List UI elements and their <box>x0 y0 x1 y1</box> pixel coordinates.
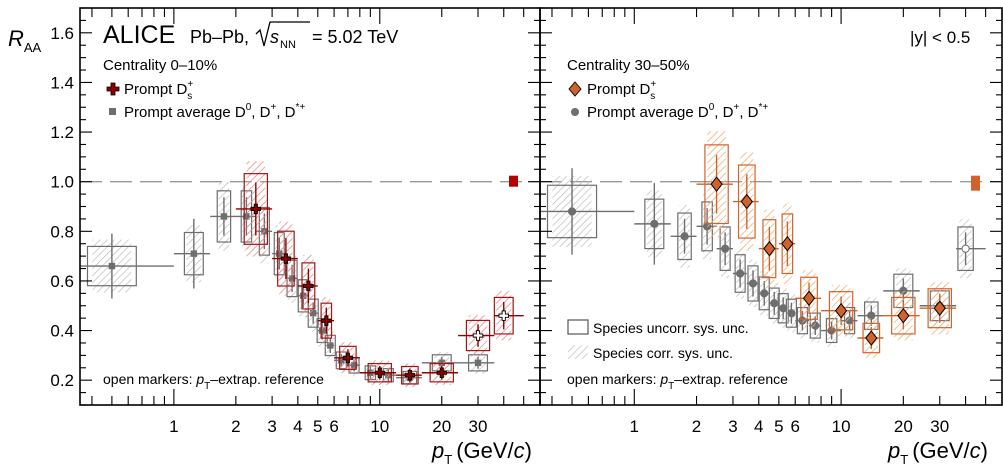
x-tick-label: 6 <box>790 417 799 436</box>
svg-text:Prompt average D0, D+, D*+: Prompt average D0, D+, D*+ <box>587 102 768 121</box>
avg-point <box>787 309 796 318</box>
system-energy-label: Pb–Pb, <box>190 27 249 47</box>
avg-point <box>474 359 482 367</box>
x-tick-label: 3 <box>267 417 276 436</box>
avg-point <box>650 219 659 228</box>
footnote-0: open markers: pT–extrap. reference <box>103 371 324 392</box>
avg-sys-box <box>785 298 797 328</box>
x-tick-label: 1 <box>630 417 639 436</box>
x-tick-label: 5 <box>313 417 322 436</box>
rapidity-label: |y| < 0.5 <box>910 28 970 47</box>
x-tick-label: 10 <box>370 417 389 436</box>
avg-point <box>190 250 198 257</box>
svg-text:Prompt D+s: Prompt D+ s <box>124 79 193 102</box>
svg-text:s: s <box>270 27 279 47</box>
avg-point <box>736 269 745 278</box>
ds-point <box>374 367 386 378</box>
experiment-label: ALICE <box>103 21 175 49</box>
ds-point <box>763 240 776 257</box>
x-tick-label: 4 <box>754 417 763 436</box>
avg-point <box>220 213 228 220</box>
x-axis-title: pT (GeV/c) <box>887 438 988 467</box>
centrality-label-1: Centrality 30–50% <box>567 57 690 74</box>
x-tick-label: 4 <box>293 417 302 436</box>
y-tick-label: 1.6 <box>50 24 74 43</box>
ds-point <box>303 280 314 292</box>
ds-point <box>250 203 262 215</box>
ds-point <box>740 193 753 210</box>
y-tick-label: 0.8 <box>50 222 74 241</box>
svg-text:Species corr. sys. unc.: Species corr. sys. unc. <box>593 345 733 361</box>
legend-ds-semi: Prompt D+ s <box>568 79 656 102</box>
x-tick-label: 6 <box>329 417 338 436</box>
y-axis-title: RAA <box>8 26 42 55</box>
legend-avg-central: Prompt average D0, D+, D*+ <box>109 102 305 121</box>
svg-text:NN: NN <box>280 39 296 51</box>
ds-point <box>802 290 816 307</box>
x-tick-label: 2 <box>231 417 240 436</box>
ds-point <box>404 369 416 381</box>
x-tick-label: 1 <box>169 417 178 436</box>
legend-uncorr-box: Species uncorr. sys. unc. <box>567 319 749 336</box>
svg-text:Species uncorr. sys. unc.: Species uncorr. sys. unc. <box>593 320 749 336</box>
ds-point <box>933 300 946 317</box>
panel-semicentral: 1 2 3 4 5 6 10 20 30 <box>539 7 1003 436</box>
legend-avg-semi: Prompt average D0, D+, D*+ <box>571 102 768 121</box>
ds-point <box>321 315 332 326</box>
ds-point <box>781 235 794 252</box>
norm-uncertainty-box <box>509 175 518 187</box>
svg-text:Prompt D+s: Prompt D+ s <box>587 79 656 102</box>
avg-point <box>760 289 769 298</box>
legend-corr-box: Species corr. sys. unc. <box>568 345 733 361</box>
ds-point <box>472 330 484 341</box>
x-tick-label: 30 <box>930 417 949 436</box>
x-tick-label: 10 <box>832 417 851 436</box>
x-tick-label: 20 <box>894 417 913 436</box>
svg-text:= 5.02 TeV: = 5.02 TeV <box>312 27 398 47</box>
centrality-label-0: Centrality 0–10% <box>103 57 217 74</box>
avg-point <box>748 279 758 288</box>
avg-point <box>721 244 730 253</box>
ds-point <box>897 307 910 324</box>
svg-text:Prompt average D0, D+, D*+: Prompt average D0, D+, D*+ <box>124 102 305 121</box>
avg-point <box>961 244 970 253</box>
x-tick-label: 5 <box>774 417 783 436</box>
ds-point <box>342 352 354 364</box>
x-axis-title-left: pT (GeV/c) <box>431 438 532 467</box>
avg-point <box>338 357 345 364</box>
ds-point <box>710 176 723 192</box>
y-tick-label: 0.4 <box>50 322 74 341</box>
y-tick-label: 1.4 <box>50 73 74 92</box>
legend-ds-central: Prompt D+ s <box>106 79 193 102</box>
avg-point <box>276 250 283 257</box>
ds-point <box>498 310 509 321</box>
ds-point <box>280 253 292 264</box>
avg-point <box>779 304 788 313</box>
x-tick-label: 30 <box>469 417 488 436</box>
avg-point <box>567 207 577 216</box>
avg-point <box>680 232 689 241</box>
x-tick-label: 2 <box>692 417 701 436</box>
y-tick-label: 1.0 <box>50 173 74 192</box>
y-tick-label: 0.6 <box>50 272 74 291</box>
avg-point <box>327 342 334 349</box>
avg-point <box>770 299 779 308</box>
avg-point <box>108 262 116 270</box>
y-tick-label: 1.2 <box>50 123 74 142</box>
ds-point <box>436 367 448 378</box>
norm-uncertainty-box <box>971 175 980 191</box>
sqrt-s-label: s NN = 5.02 TeV <box>255 21 398 51</box>
ds-point <box>834 302 848 319</box>
x-tick-label: 20 <box>432 417 451 436</box>
avg-point <box>243 213 250 220</box>
x-tick-label: 3 <box>728 417 737 436</box>
footnote-1: open markers: pT–extrap. reference <box>567 371 788 392</box>
ds-point <box>865 330 878 346</box>
avg-point <box>300 292 307 300</box>
y-tick-label: 0.2 <box>50 371 74 390</box>
